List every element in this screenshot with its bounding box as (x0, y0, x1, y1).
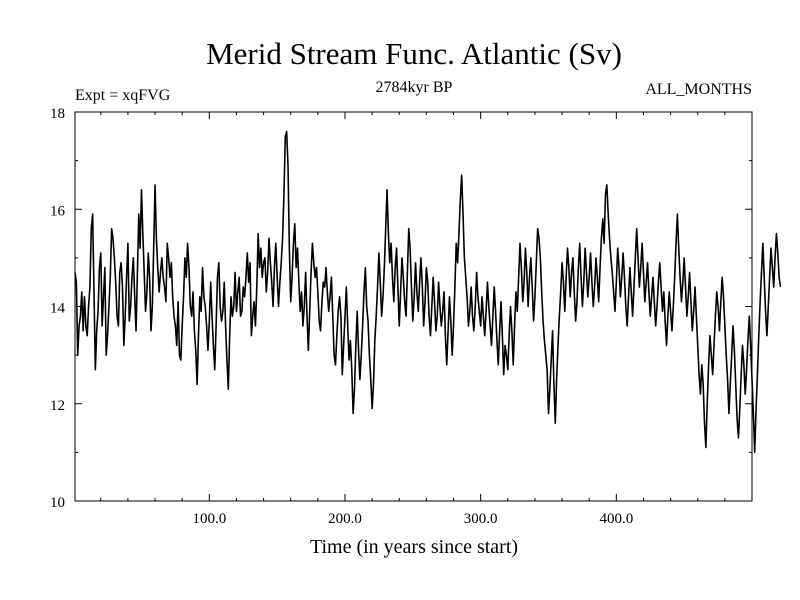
y-tick-label: 18 (50, 106, 65, 122)
x-tick-label: 300.0 (464, 511, 498, 527)
x-axis-label: Time (in years since start) (310, 536, 518, 558)
expt-label: Expt = xqFVG (75, 87, 171, 104)
period-label: 2784kyr BP (376, 79, 453, 96)
y-axis: 10 12 14 16 18 (50, 106, 752, 511)
x-axis: 100.0 200.0 300.0 400.0 (100, 112, 726, 527)
y-tick-label: 12 (50, 398, 65, 414)
x-tick-label: 100.0 (192, 511, 226, 527)
x-tick-label: 200.0 (328, 511, 362, 527)
months-label: ALL_MONTHS (645, 81, 752, 98)
series-line (74, 130, 782, 454)
y-tick-label: 16 (50, 203, 66, 219)
y-tick-label: 14 (50, 301, 66, 317)
x-tick-label: 400.0 (599, 511, 633, 527)
y-tick-label: 10 (50, 495, 65, 511)
chart-title: Merid Stream Func. Atlantic (Sv) (206, 36, 622, 71)
